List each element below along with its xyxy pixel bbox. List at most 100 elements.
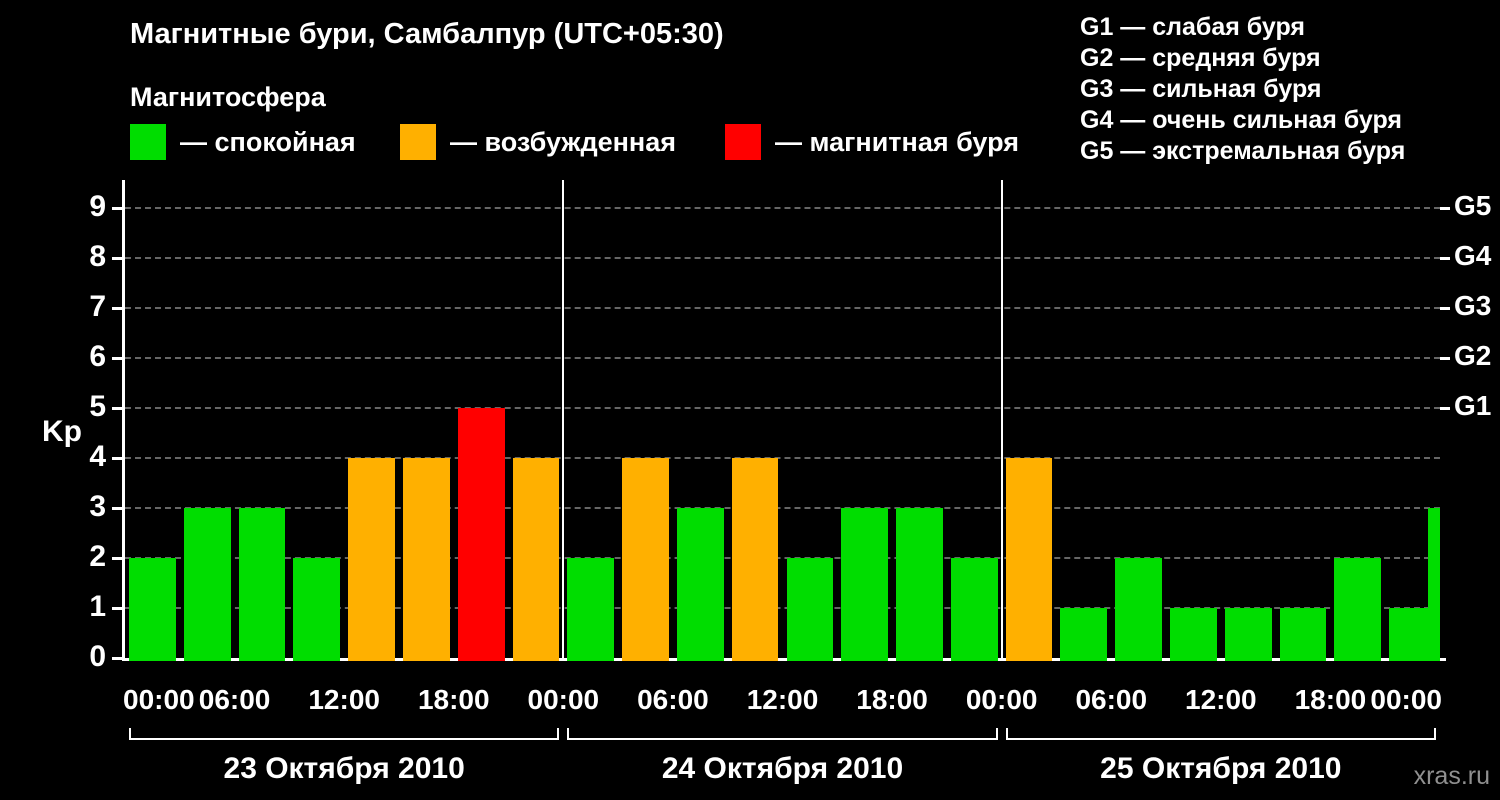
date-bracket-line: [1005, 738, 1436, 740]
x-axis-label: 18:00: [417, 684, 490, 715]
storm-label: — магнитная буря: [775, 126, 1019, 157]
x-axis-label: 18:00: [856, 684, 928, 715]
x-axis-line: [122, 658, 1446, 661]
y-axis-title: Kp: [42, 415, 82, 448]
g-legend-line: G1 — слабая буря: [1080, 13, 1306, 41]
y-axis-label: 8: [89, 240, 106, 273]
gridline: [125, 507, 1440, 509]
y-axis-tick: [112, 257, 122, 260]
g-legend-line: G5 — экстремальная буря: [1080, 137, 1406, 165]
kp-bar: [676, 508, 724, 661]
kp-bar: [786, 558, 834, 661]
y-axis-tick: [112, 507, 122, 510]
x-axis-label: 06:00: [637, 684, 709, 715]
y-axis-label: 2: [89, 540, 106, 573]
right-axis-label: G5: [1454, 190, 1492, 221]
date-bracket-tick: [1005, 728, 1008, 740]
x-axis-label: 12:00: [746, 684, 819, 715]
kp-bar: [1170, 608, 1217, 661]
g-legend-line: G3 — сильная буря: [1080, 75, 1322, 103]
date-bracket-tick: [567, 728, 570, 740]
x-axis-label: 00:00: [965, 684, 1038, 715]
gridline: [125, 407, 1440, 409]
date-bracket-line: [129, 738, 560, 740]
y-axis-label: 0: [89, 640, 106, 673]
date-label: 25 Октября 2010: [1100, 752, 1342, 785]
x-axis-label: 06:00: [198, 684, 271, 715]
kp-bar: [1115, 558, 1163, 661]
kp-bar: [622, 458, 669, 661]
g-legend-line: G4 — очень сильная буря: [1080, 106, 1402, 134]
y-axis-tick: [112, 607, 122, 610]
g-scale-legend: G1 — слабая буря G2 — средняя буря G3 — си…: [1080, 12, 1405, 167]
gridline: [125, 257, 1440, 259]
gridline: [125, 457, 1440, 459]
right-axis-tick: [1440, 207, 1450, 210]
y-axis-tick: [112, 657, 122, 660]
kp-bar: [841, 508, 889, 661]
g-legend-line: G2 — средняя буря: [1080, 44, 1321, 72]
right-axis-tick: [1440, 357, 1450, 360]
y-axis-tick: [112, 307, 122, 310]
excited-label: — возбужденная: [450, 126, 676, 157]
gridline: [125, 557, 1440, 559]
y-axis-label: 3: [89, 490, 106, 523]
date-bracket-tick: [1434, 728, 1436, 740]
date-label: 24 Октября 2010: [661, 752, 904, 785]
x-axis-label: 12:00: [1185, 684, 1257, 715]
y-axis-line: [122, 180, 125, 661]
date-bracket-tick: [557, 728, 560, 740]
kp-bar: [1224, 608, 1272, 661]
kp-bar: [402, 458, 450, 661]
kp-bar: [1334, 558, 1382, 661]
kp-bar: [1279, 608, 1327, 661]
excited-color-swatch: [400, 124, 436, 160]
kp-bar: [348, 458, 395, 661]
right-axis-tick: [1440, 407, 1450, 410]
x-axis-label: 00:00: [123, 684, 195, 715]
day-separator-line: [1000, 180, 1003, 661]
kp-bar: [950, 558, 998, 661]
y-axis-tick: [112, 207, 122, 210]
kp-bar: [183, 508, 231, 661]
quiet-label: — спокойная: [180, 126, 356, 157]
gridline: [125, 307, 1440, 309]
y-axis-label: 1: [89, 590, 106, 623]
gridline: [125, 357, 1440, 359]
kp-bar: [1060, 608, 1108, 661]
watermark: xras.ru: [1413, 762, 1490, 790]
kp-bar: [896, 508, 943, 661]
gridline: [125, 207, 1440, 209]
y-axis-tick: [112, 457, 122, 460]
right-axis-label: G3: [1454, 290, 1492, 321]
storm-color-swatch: [725, 124, 761, 160]
kp-bar: [731, 458, 779, 661]
right-axis-tick: [1440, 257, 1450, 260]
kp-bar: [238, 508, 286, 661]
x-axis-label: 12:00: [308, 684, 380, 715]
legend-item-quiet: — спокойная: [130, 124, 356, 160]
kp-bar: [293, 558, 341, 661]
date-bracket-tick: [129, 728, 131, 740]
y-axis-tick: [112, 357, 122, 360]
date-label: 23 Октября 2010: [223, 752, 465, 785]
x-axis-label: 00:00: [1370, 684, 1442, 715]
right-axis-label: G2: [1454, 340, 1492, 371]
y-axis-tick: [112, 557, 122, 560]
y-axis-label: 7: [89, 290, 106, 323]
quiet-color-swatch: [130, 124, 166, 160]
legend-title: Магнитосфера: [130, 82, 326, 112]
legend-item-excited: — возбужденная: [400, 124, 676, 160]
y-axis-tick: [112, 407, 122, 410]
y-axis-label: 4: [89, 440, 106, 473]
right-axis-label: G4: [1454, 240, 1492, 271]
x-axis-label: 00:00: [527, 684, 600, 715]
y-axis-label: 9: [89, 190, 106, 223]
right-axis-label: G1: [1454, 390, 1492, 421]
kp-bar-partial: [1428, 508, 1440, 661]
gridline: [125, 607, 1440, 609]
legend-item-storm: — магнитная буря: [725, 124, 1019, 160]
right-axis-tick: [1440, 307, 1450, 310]
